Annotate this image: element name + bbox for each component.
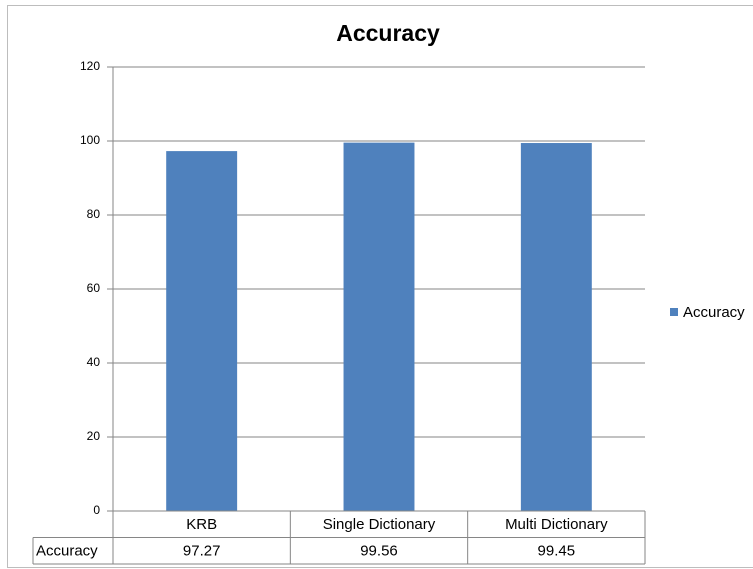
y-tick-label: 100	[80, 133, 100, 147]
table-cell: 99.45	[538, 543, 576, 560]
bar	[520, 143, 592, 511]
y-tick-label: 20	[87, 429, 101, 443]
y-tick-label: 120	[80, 59, 100, 73]
legend-label: Accuracy	[683, 304, 745, 321]
x-tick-label: Multi Dictionary	[505, 516, 608, 533]
x-tick-label: KRB	[186, 516, 217, 533]
table-cell: 99.56	[360, 543, 398, 560]
y-tick-label: 60	[87, 281, 101, 295]
x-tick-label: Single Dictionary	[323, 516, 436, 533]
y-tick-label: 0	[93, 503, 100, 517]
y-tick-label: 80	[87, 207, 101, 221]
table-cell: 97.27	[183, 543, 221, 560]
y-tick-label: 40	[87, 355, 101, 369]
chart-title: Accuracy	[336, 20, 440, 46]
legend-swatch	[670, 308, 678, 316]
bar	[166, 151, 238, 511]
table-row-header: Accuracy	[36, 543, 98, 560]
bar	[343, 142, 415, 512]
